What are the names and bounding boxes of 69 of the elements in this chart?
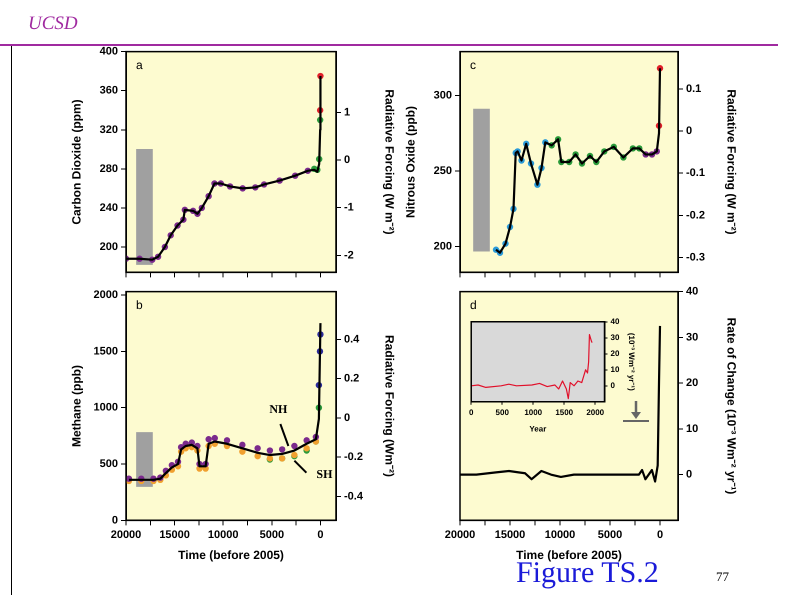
y2-tick-label: 40 bbox=[610, 317, 620, 326]
x-axis-title: Year bbox=[529, 424, 546, 434]
annotation: b bbox=[136, 298, 143, 312]
y2-tick-label: 10 bbox=[686, 422, 698, 435]
y2-tick-label: -0.2 bbox=[686, 209, 705, 222]
y2-tick-label: -0.1 bbox=[686, 167, 705, 180]
x-tick-label: 10000 bbox=[208, 529, 239, 542]
y2-tick-label: 0.1 bbox=[686, 82, 702, 95]
y-tick-label: 250 bbox=[434, 165, 452, 178]
y-axis-title: Methane (ppb) bbox=[70, 365, 84, 447]
x-tick-label: 15000 bbox=[494, 529, 526, 542]
y2-tick-label: 30 bbox=[686, 331, 698, 344]
x-tick-label: 20000 bbox=[110, 529, 142, 542]
y2-axis-title: Rate of Change (10⁻³ Wm⁻² yr⁻¹) bbox=[724, 318, 738, 494]
text: UCSD bbox=[28, 13, 78, 35]
y-tick-label: 240 bbox=[100, 202, 118, 214]
x-tick-label: 500 bbox=[496, 408, 510, 417]
y2-axis-title: (10⁻³ Wm⁻² yr⁻¹) bbox=[626, 332, 636, 392]
x-tick-label: 5000 bbox=[598, 529, 622, 542]
y2-tick-label: 0 bbox=[344, 154, 350, 166]
y2-axis-title: Radiative Forcing (W m⁻²) bbox=[724, 89, 738, 235]
y2-axis-title: Radiative Forcing (Wm⁻²) bbox=[382, 334, 396, 478]
annotation: NH bbox=[269, 402, 288, 416]
x-tick-label: 15000 bbox=[159, 529, 190, 542]
y2-tick-label: 40 bbox=[686, 286, 698, 298]
y-tick-label: 1500 bbox=[94, 345, 118, 358]
y-tick-label: 0 bbox=[112, 514, 118, 526]
annotation: d bbox=[470, 298, 477, 312]
y-axis-title: Nitrous Oxide (ppb) bbox=[404, 106, 418, 218]
y2-tick-label: 1 bbox=[344, 106, 350, 119]
x-tick-label: 0 bbox=[317, 529, 324, 542]
annotation: SH bbox=[316, 466, 334, 481]
y-tick-label: 200 bbox=[100, 241, 118, 254]
y2-tick-label: 0.2 bbox=[344, 372, 360, 385]
x-tick-label: 10000 bbox=[544, 529, 576, 542]
y-tick-label: 400 bbox=[100, 46, 118, 58]
y2-tick-label: -2 bbox=[344, 249, 354, 262]
y2-tick-label: 20 bbox=[610, 349, 620, 358]
y-axis-title: Carbon Dioxide (ppm) bbox=[70, 99, 84, 225]
y2-tick-label: -0.2 bbox=[344, 451, 363, 464]
y-tick-label: 200 bbox=[434, 240, 452, 253]
annotation: c bbox=[470, 58, 476, 72]
x-tick-label: 0 bbox=[656, 529, 664, 542]
y2-tick-label: 0 bbox=[610, 381, 616, 390]
x-tick-label: 5000 bbox=[260, 529, 284, 542]
y2-tick-label: 0 bbox=[686, 468, 692, 481]
y2-tick-label: 30 bbox=[610, 333, 620, 342]
x-tick-label: 2000 bbox=[586, 408, 605, 417]
x-tick-label: 1500 bbox=[555, 408, 574, 417]
y2-tick-label: 10 bbox=[610, 365, 620, 374]
x-tick-label: 20000 bbox=[444, 529, 476, 542]
y-tick-label: 360 bbox=[100, 84, 118, 97]
y-tick-label: 320 bbox=[100, 124, 118, 136]
y2-tick-label: 0.4 bbox=[344, 333, 360, 346]
y2-tick-label: 0 bbox=[686, 125, 692, 137]
y2-tick-label: -1 bbox=[344, 202, 354, 214]
y2-axis-title: Radiative Forcing (W m⁻²) bbox=[382, 89, 396, 235]
text: 77 bbox=[716, 569, 729, 585]
x-axis-title: Time (before 2005) bbox=[178, 548, 284, 562]
y2-tick-label: -0.3 bbox=[686, 252, 705, 264]
y-tick-label: 300 bbox=[434, 89, 452, 102]
annotation: a bbox=[136, 58, 143, 72]
y2-tick-label: -0.4 bbox=[344, 490, 364, 502]
y-tick-label: 280 bbox=[100, 162, 118, 175]
y-tick-label: 2000 bbox=[94, 289, 118, 302]
y2-tick-label: 20 bbox=[686, 377, 698, 390]
x-tick-label: 1000 bbox=[524, 408, 543, 417]
y-tick-label: 500 bbox=[100, 458, 118, 470]
x-tick-label: 0 bbox=[469, 408, 474, 417]
